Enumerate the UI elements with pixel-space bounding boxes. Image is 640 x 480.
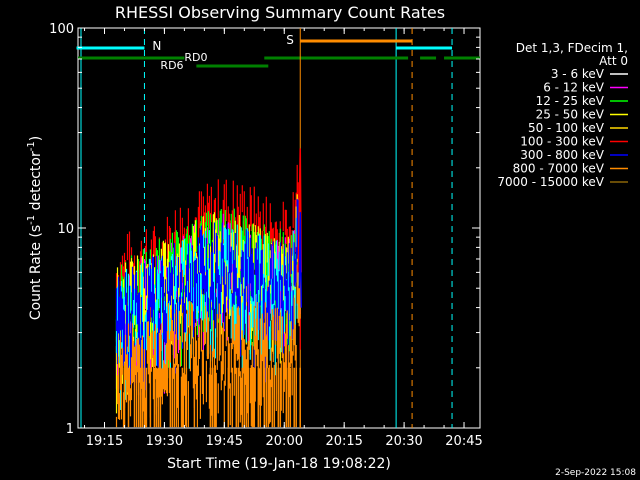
legend-header-line1: Det 1,3, FDecim 1, bbox=[516, 41, 628, 55]
chart-title: RHESSI Observing Summary Count Rates bbox=[115, 3, 445, 22]
y-axis-label: Count Rate (s-1 detector-1) bbox=[26, 136, 44, 320]
series-layer bbox=[115, 148, 302, 428]
legend-label: 300 - 800 keV bbox=[520, 148, 604, 162]
y-tick-label: 100 bbox=[49, 22, 74, 37]
x-tick-label: 20:00 bbox=[266, 434, 303, 449]
legend-label: 100 - 300 keV bbox=[520, 135, 604, 149]
series-trace bbox=[115, 199, 301, 405]
flag-night-text: N bbox=[152, 39, 161, 53]
x-axis-ticks: 19:15 19:30 19:45 20:00 20:15 20:30 20:45 bbox=[84, 28, 483, 449]
flare-spike bbox=[298, 212, 302, 308]
x-tick-label: 20:45 bbox=[445, 434, 482, 449]
y-axis-ticks: 1 10 100 bbox=[49, 22, 480, 437]
y-axis-label-sup2: -1 bbox=[26, 141, 37, 151]
series-trace bbox=[115, 264, 301, 428]
x-tick-label: 19:45 bbox=[206, 434, 243, 449]
x-tick-label: 20:30 bbox=[385, 434, 422, 449]
series-dropouts bbox=[123, 367, 301, 428]
legend-label: 800 - 7000 keV bbox=[513, 162, 605, 176]
y-axis-label-mid: detector bbox=[28, 151, 44, 215]
x-tick-label: 19:15 bbox=[86, 434, 123, 449]
y-tick-label: 1 bbox=[66, 422, 74, 437]
legend-label: 3 - 6 keV bbox=[551, 67, 605, 81]
legend-label: 6 - 12 keV bbox=[543, 81, 605, 95]
footer-date: 2-Sep-2022 15:08 bbox=[555, 468, 636, 478]
x-axis-label: Start Time (19-Jan-18 19:08:22) bbox=[167, 456, 391, 472]
legend-header-line2: Att 0 bbox=[599, 54, 628, 68]
flag-saa-text: S bbox=[286, 33, 294, 47]
legend-label: 12 - 25 keV bbox=[536, 94, 605, 108]
y-axis-label-sup1: -1 bbox=[26, 215, 37, 225]
y-tick-label: 10 bbox=[57, 222, 74, 237]
x-tick-label: 20:15 bbox=[325, 434, 362, 449]
flag-rd6-text: RD6 bbox=[160, 59, 183, 72]
flag-rd0-text: RD0 bbox=[184, 51, 207, 64]
x-tick-label: 19:30 bbox=[146, 434, 183, 449]
legend-label: 50 - 100 keV bbox=[528, 121, 605, 135]
y-axis-label-main: Count Rate (s bbox=[28, 225, 44, 320]
legend-label: 25 - 50 keV bbox=[536, 108, 605, 122]
legend-label: 7000 - 15000 keV bbox=[497, 175, 604, 189]
y-axis-label-end: ) bbox=[28, 136, 44, 141]
